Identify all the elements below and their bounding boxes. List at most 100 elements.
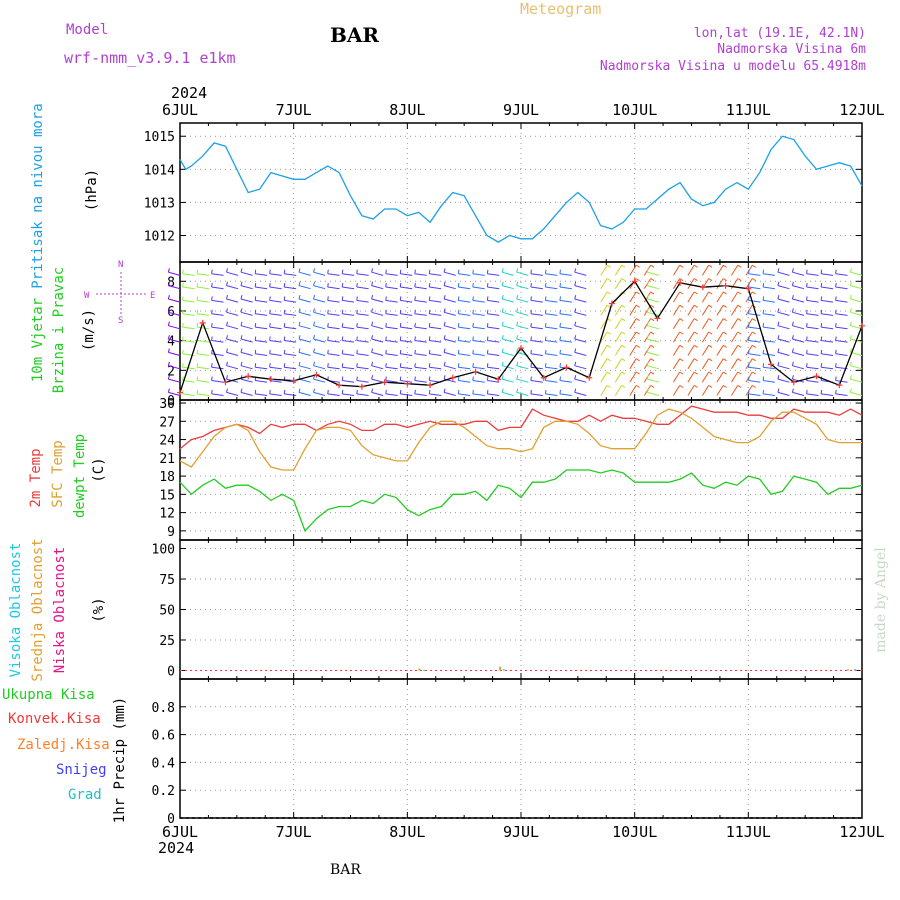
wind-barb: [763, 273, 775, 276]
wind-barb: [629, 291, 637, 303]
wind-barb-flag: [327, 389, 329, 394]
wind-barb-flag: [443, 281, 446, 286]
wind-barb-flag: [820, 269, 823, 274]
wind-barb-flag: [356, 389, 358, 394]
wind-barb-flag: [723, 278, 727, 282]
wind-barb-flag: [693, 278, 698, 282]
time-label-bottom-12JUL: 12JUL: [839, 823, 884, 841]
wind-barb-flag: [650, 291, 655, 295]
wind-barb: [647, 338, 660, 343]
wind-barb: [545, 273, 558, 276]
wind-barb: [429, 353, 442, 356]
wind-barb-flag: [385, 363, 387, 368]
wind-barb: [327, 299, 340, 303]
wind-barb: [414, 299, 427, 303]
wind-barb: [763, 286, 775, 290]
wind-barb: [629, 331, 637, 343]
wind-barb: [327, 353, 340, 356]
wind-barb-flag: [748, 309, 750, 314]
wind-barb: [502, 378, 514, 383]
wind-barb-flag: [327, 309, 329, 314]
wind-barb-flag: [269, 363, 271, 368]
wind-barb-flag: [835, 323, 837, 328]
wind-barb: [574, 285, 587, 290]
wind-barb-flag: [385, 269, 387, 274]
wind-barb: [313, 325, 326, 330]
wind-speed-marker: [608, 300, 615, 307]
wind-barb-flag: [737, 358, 742, 362]
wind-barb: [240, 325, 253, 330]
wind-barb: [516, 391, 529, 396]
wind-barb: [197, 353, 210, 356]
model-label: Model: [66, 22, 108, 38]
wind-barb-flag: [226, 281, 228, 286]
wind-barb-flag: [327, 283, 329, 288]
wind-barb: [400, 353, 413, 356]
wind-barb: [298, 285, 311, 290]
wind-barb-flag: [737, 304, 742, 308]
wind-barb: [716, 291, 724, 303]
ytick-label: 24: [159, 434, 175, 449]
wind-barb: [614, 264, 623, 276]
wind-barb: [211, 340, 224, 343]
wind-barb: [371, 391, 384, 396]
wind-barb: [284, 326, 297, 330]
wind-barb-flag: [635, 264, 640, 268]
wind-barb-flag: [472, 363, 474, 368]
wind-barb-flag: [240, 348, 243, 353]
wind-barb: [226, 365, 239, 370]
wind-barb-flag: [574, 308, 577, 313]
wind-barb-flag: [428, 363, 431, 368]
wind-barb-flag: [254, 389, 257, 394]
wind-barb: [701, 371, 710, 383]
wind-barb-flag: [254, 309, 257, 314]
wind-barb-flag: [341, 309, 344, 314]
wind-speed-marker: [199, 319, 206, 326]
wind-barb-flag: [544, 309, 547, 314]
ytick-label: 0: [167, 664, 175, 679]
wind-barb: [701, 385, 710, 396]
wind-barb-flag: [283, 389, 286, 394]
wind-barb: [255, 273, 268, 276]
wind-barb: [487, 366, 500, 370]
wind-speed-marker: [358, 383, 365, 390]
wind-barb-flag: [443, 375, 446, 380]
wind-barb: [701, 304, 710, 316]
wind-barb: [748, 393, 761, 396]
wind-barb-flag: [544, 349, 547, 354]
wind-barb-flag: [693, 358, 698, 362]
wind-barb: [792, 365, 805, 370]
wind-barb: [226, 325, 239, 330]
wind-barb: [821, 286, 834, 290]
wind-barb: [600, 264, 608, 276]
wind-barb: [545, 353, 558, 356]
wind-barb: [647, 285, 660, 290]
wind-barb-flag: [269, 389, 271, 394]
wind-barb-flag: [457, 323, 460, 328]
pressure-ylabel-unit: (hPa): [84, 169, 100, 211]
wind-barb-flag: [835, 389, 837, 394]
wind-speed-marker: [836, 382, 843, 389]
wind-barb-flag: [226, 348, 228, 353]
wind-barb-flag: [544, 283, 547, 288]
wind-barb: [821, 340, 834, 343]
wind-barb: [168, 311, 181, 316]
wind-barb: [687, 358, 695, 370]
wind-barb-flag: [708, 331, 713, 335]
year-bottom: 2024: [158, 839, 194, 857]
wind-barb-flag: [414, 309, 416, 314]
wind-barb-flag: [752, 264, 756, 268]
wind-barb: [502, 271, 514, 276]
wind-barb: [226, 285, 239, 290]
wind-barb: [600, 385, 608, 396]
wind-barb-flag: [544, 389, 547, 394]
wind-barb: [400, 380, 413, 383]
wind-barb-flag: [737, 344, 742, 348]
wind-barb-flag: [530, 389, 532, 394]
wind-barb: [284, 393, 297, 396]
wind-barb: [240, 311, 253, 316]
wind-barb-flag: [472, 389, 474, 394]
wind-barb-flag: [752, 318, 756, 322]
wind-barb-flag: [777, 388, 780, 393]
